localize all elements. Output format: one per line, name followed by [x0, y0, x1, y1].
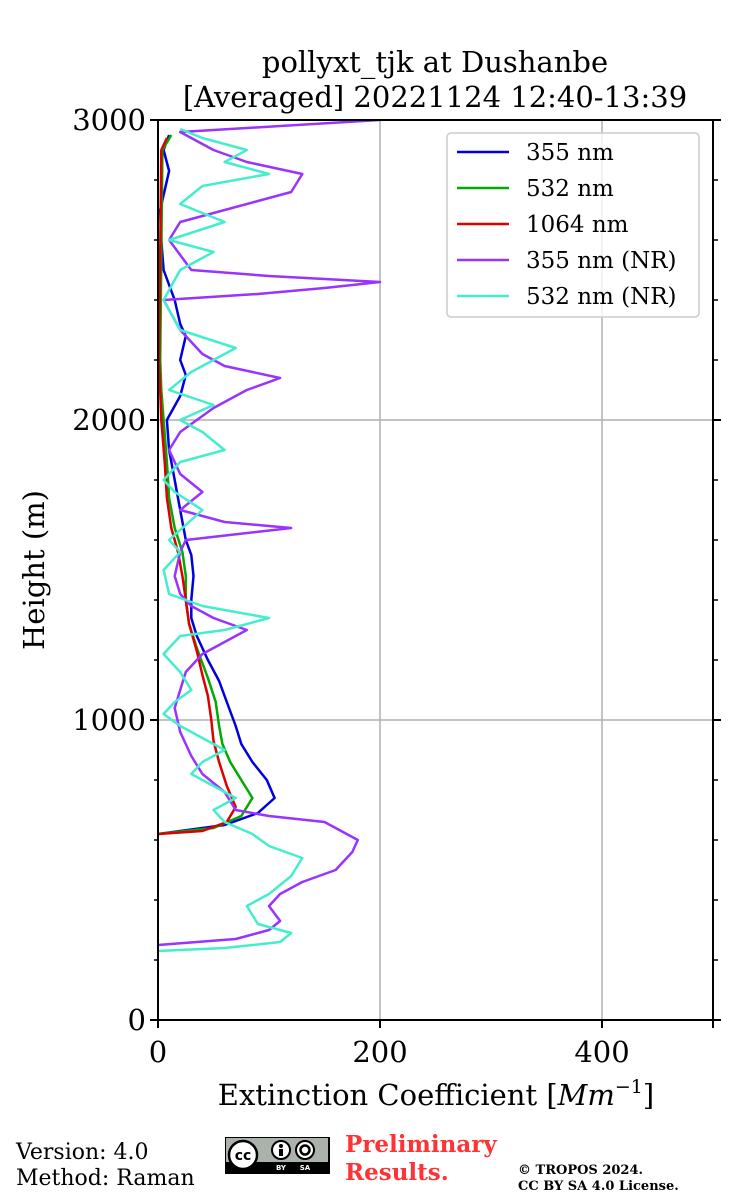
legend-label-4: 532 nm (NR): [526, 284, 677, 310]
legend-label-2: 1064 nm: [526, 212, 629, 238]
x-tick-label: 400: [574, 1035, 629, 1069]
plot-frame: [157, 119, 714, 1021]
axis-ticks: 0 200 400 0 1000 2000 3000: [72, 103, 721, 1069]
series-line-3: [158, 120, 382, 947]
y-tick-label: 0: [128, 1003, 146, 1037]
copyright-line1: © TROPOS 2024.: [518, 1163, 644, 1178]
cc-by-label: BY: [276, 1164, 287, 1172]
x-axis-label-close: ]: [643, 1078, 654, 1112]
x-axis-label-exponent: −1: [615, 1076, 643, 1098]
cc-logo-icon: [227, 1139, 259, 1171]
preliminary-line2: Results.: [345, 1159, 449, 1186]
preliminary-results-notice: Preliminary Results.: [345, 1131, 497, 1187]
legend-label-1: 532 nm: [526, 176, 614, 202]
chart-title-line1: pollyxt_tjk at Dushanbe: [262, 45, 608, 80]
data-series: [158, 120, 382, 953]
y-axis-label: Height (m): [17, 490, 51, 650]
cc-logo-text: cc: [235, 1148, 252, 1164]
copyright-notice: © TROPOS 2024. CC BY SA 4.0 License.: [518, 1163, 679, 1195]
y-tick-label: 3000: [72, 103, 146, 137]
cc-sa-label: SA: [300, 1164, 311, 1172]
series-line-0: [158, 134, 276, 836]
legend-label-3: 355 nm (NR): [526, 248, 677, 274]
x-axis-label-text: Extinction Coefficient [: [218, 1078, 558, 1112]
series-line-2: [158, 137, 237, 836]
cc-by-sa-badge: cc BY SA: [225, 1137, 330, 1174]
legend-label-0: 355 nm: [526, 140, 614, 166]
x-axis-label: Extinction Coefficient [Mm−1]: [218, 1076, 654, 1112]
method-text: Method: Raman: [16, 1166, 195, 1191]
y-tick-label: 1000: [72, 703, 146, 737]
copyright-line2: CC BY SA 4.0 License.: [518, 1179, 679, 1194]
x-tick-label: 200: [352, 1035, 407, 1069]
preliminary-line1: Preliminary: [345, 1131, 497, 1158]
chart-title-line2: [Averaged] 20221124 12:40-13:39: [183, 80, 687, 114]
y-tick-label: 2000: [72, 403, 146, 437]
version-text: Version: 4.0: [16, 1140, 149, 1165]
legend: 355 nm 532 nm 1064 nm 355 nm (NR) 532 nm (NR…: [446, 132, 700, 318]
share-alike-icon: [295, 1140, 315, 1160]
x-axis-label-unit: Mm: [557, 1078, 615, 1112]
series-line-4: [158, 127, 304, 953]
legend-box: [446, 132, 700, 318]
x-tick-label: 0: [149, 1035, 167, 1069]
